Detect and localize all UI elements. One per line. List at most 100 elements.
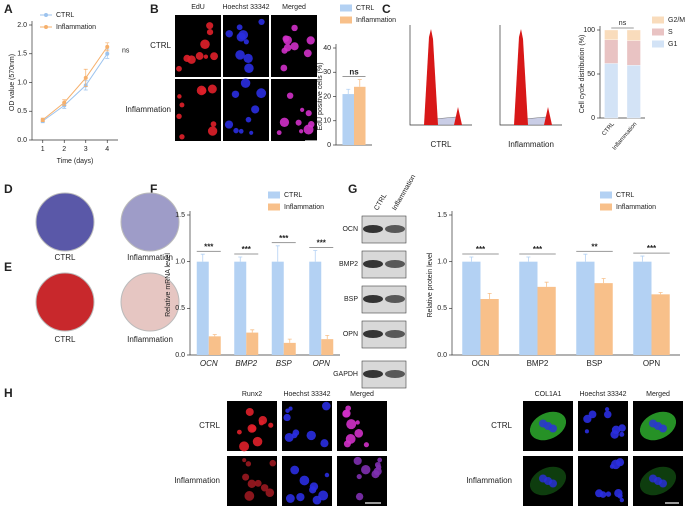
- bar-segment: [626, 40, 641, 66]
- error-bar: [658, 292, 663, 295]
- cell: [296, 492, 305, 502]
- x-tick-label: BMP2: [527, 359, 549, 368]
- cell: [354, 428, 364, 438]
- cell: [283, 413, 291, 422]
- blot-band: [363, 225, 383, 233]
- x-tick-label: OPN: [313, 359, 331, 368]
- bar-segment: [604, 29, 619, 40]
- row-label: CTRL: [199, 421, 220, 430]
- cell: [312, 495, 322, 505]
- panel-letter: C: [382, 2, 391, 16]
- legend-label: Inflammation: [356, 17, 396, 24]
- micrograph: [223, 79, 269, 141]
- bar: [462, 261, 481, 355]
- annotation: ***: [476, 245, 486, 254]
- cell: [245, 116, 252, 123]
- bar: [576, 261, 595, 355]
- x-tick-label: 3: [84, 146, 88, 153]
- cell: [308, 121, 315, 128]
- y-tick-label: 1.0: [437, 259, 447, 266]
- legend-swatch: [340, 4, 352, 12]
- legend-label: G2/M: [668, 17, 685, 24]
- annotation: ***: [533, 245, 543, 254]
- cell: [243, 39, 249, 45]
- cell: [320, 439, 329, 448]
- cell: [303, 49, 312, 58]
- cell: [306, 430, 316, 441]
- cell: [588, 410, 597, 419]
- x-tick-label: BMP2: [235, 359, 257, 368]
- cell: [258, 415, 268, 425]
- plate: [35, 272, 95, 332]
- legend-label: G1: [668, 41, 677, 48]
- y-tick-label: 0.5: [17, 108, 27, 115]
- error-bar: [487, 293, 492, 299]
- cell: [176, 65, 182, 72]
- histogram-label: CTRL: [431, 140, 452, 149]
- cell: [210, 121, 217, 127]
- y-tick-label: 20: [323, 93, 331, 100]
- cell: [195, 52, 204, 60]
- error-bar: [212, 334, 217, 337]
- bar: [342, 94, 354, 145]
- plate-label: CTRL: [55, 253, 76, 262]
- y-tick-label: 0.5: [437, 305, 447, 312]
- blot-row-label: OPN: [343, 331, 358, 338]
- blot-band: [363, 330, 383, 338]
- cell: [604, 407, 610, 412]
- column-header: Merged: [646, 391, 670, 398]
- blot-column-label: CTRL: [373, 192, 388, 211]
- cell: [243, 53, 253, 64]
- y-tick-label: 0.0: [437, 352, 447, 359]
- panel-letter: B: [150, 2, 159, 16]
- blot-band: [385, 295, 405, 303]
- legend-swatch: [340, 16, 352, 24]
- cell: [254, 479, 262, 487]
- histogram-g1: [424, 29, 438, 125]
- blot-band: [385, 225, 405, 233]
- cell: [206, 28, 214, 36]
- y-axis-label: EdU positive cells (%): [317, 62, 324, 130]
- nucleus: [659, 479, 667, 488]
- error-bar: [313, 250, 318, 262]
- data-point: [105, 51, 110, 56]
- cell: [346, 419, 357, 430]
- y-tick-label: 1.0: [17, 79, 27, 86]
- row-label: Inflammation: [466, 476, 512, 485]
- error-bar: [526, 256, 531, 262]
- column-header: Hoechst 33342: [579, 391, 626, 398]
- plate: [120, 192, 180, 252]
- data-point: [83, 75, 88, 80]
- y-axis-label: Relative mRNA level: [165, 253, 172, 317]
- x-axis-label: Time (days): [57, 158, 94, 165]
- row-label: Inflammation: [125, 105, 171, 114]
- cell: [605, 491, 612, 497]
- annotation: ***: [242, 245, 252, 254]
- panel-letter: H: [4, 386, 13, 400]
- cell: [284, 432, 294, 442]
- cell: [280, 64, 288, 72]
- bar: [246, 332, 259, 355]
- y-tick-label: 0: [591, 115, 595, 122]
- cell: [207, 126, 218, 136]
- cell: [342, 410, 350, 418]
- bar: [208, 336, 221, 355]
- cell: [269, 459, 276, 467]
- legend-label: CTRL: [616, 192, 634, 199]
- x-tick-label: OPN: [643, 359, 661, 368]
- cell: [343, 440, 351, 448]
- y-tick-label: 0.0: [17, 137, 27, 144]
- legend-swatch: [268, 191, 280, 199]
- cell: [618, 424, 626, 432]
- column-header: Merged: [282, 4, 306, 11]
- legend-label: CTRL: [56, 12, 74, 19]
- y-tick-label: 100: [583, 27, 595, 34]
- cell: [252, 436, 263, 447]
- panel-letter: F: [150, 182, 157, 196]
- cell: [299, 475, 310, 486]
- x-tick-label: 2: [62, 146, 66, 153]
- bar: [196, 261, 209, 355]
- bar: [283, 342, 296, 355]
- nucleus: [549, 479, 557, 488]
- cell: [371, 470, 380, 479]
